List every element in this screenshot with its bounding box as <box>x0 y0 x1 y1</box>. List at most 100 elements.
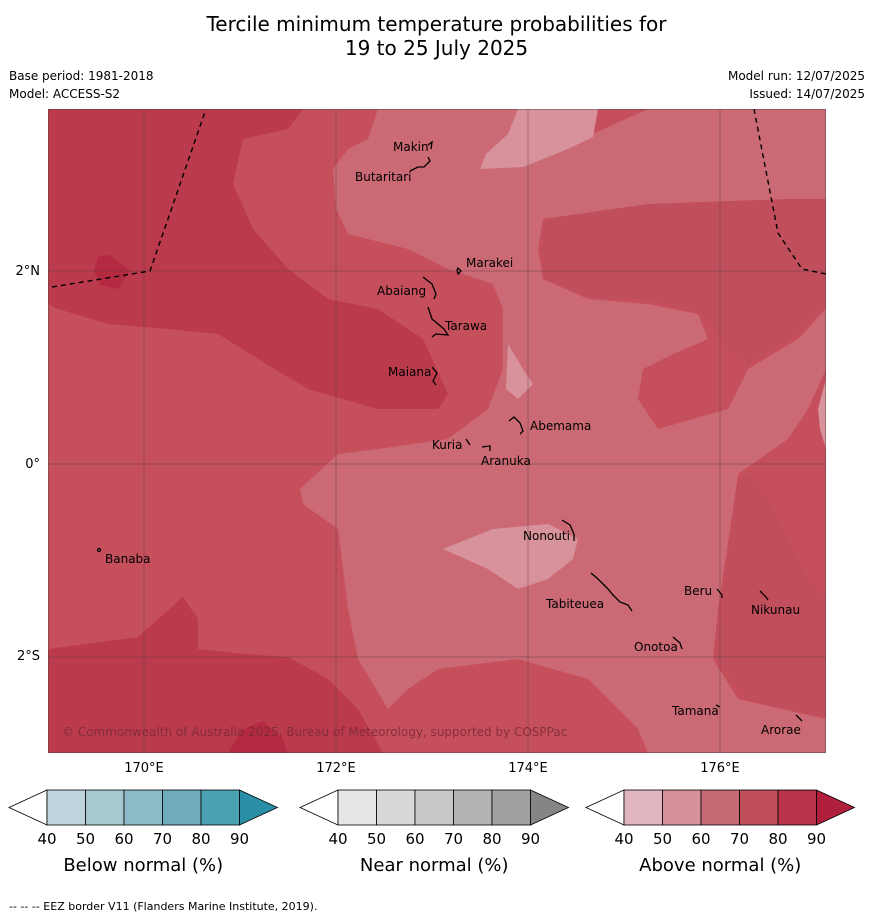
region-60-70-central <box>300 109 826 753</box>
colorbar-tick-label: 40 <box>37 830 56 848</box>
label-nikunau: Nikunau <box>751 603 800 617</box>
island-maiana <box>431 366 438 386</box>
eez-footnote: -- -- -- EEZ border V11 (Flanders Marine… <box>9 900 318 913</box>
meta-left: Base period: 1981-2018 Model: ACCESS-S2 <box>9 67 154 103</box>
colorbar-min-extension <box>8 789 48 826</box>
island-nikunau <box>759 590 769 601</box>
island-aranuka <box>481 445 491 451</box>
islands <box>96 140 803 722</box>
region-90-plus-small <box>94 255 130 289</box>
colorbar-segment <box>777 789 817 826</box>
label-makin: Makin <box>393 140 429 154</box>
island-banaba <box>96 547 102 553</box>
colorbar-tick-label: 90 <box>521 830 540 848</box>
colorbar-title: Above normal (%) <box>639 855 801 876</box>
colorbar-segment <box>623 789 663 826</box>
colorbar-tick-label: 70 <box>730 830 749 848</box>
lon-label-174e: 174°E <box>508 761 548 776</box>
lon-label-170e: 170°E <box>124 761 164 776</box>
base-period: Base period: 1981-2018 <box>9 69 154 83</box>
colorbar-segment <box>200 789 240 826</box>
colorbar-segment <box>700 789 740 826</box>
region-50-60-north <box>480 109 598 169</box>
colorbar-title: Near normal (%) <box>360 855 509 876</box>
lat-label-0: 0° <box>25 457 40 472</box>
label-nonouti: Nonouti <box>523 529 570 543</box>
region-70-80-southeast <box>716 475 826 717</box>
island-arorae <box>795 714 803 722</box>
chart-title: Tercile minimum temperature probabilitie… <box>0 12 873 60</box>
lat-label-2s: 2°S <box>16 649 40 664</box>
label-butaritari: Butaritari <box>355 170 412 184</box>
colorbar-tick-label: 60 <box>405 830 424 848</box>
colorbar-max-extension <box>239 789 279 826</box>
label-tabiteuea: Tabiteuea <box>545 597 604 611</box>
island-nonouti <box>561 519 575 541</box>
island-tamana <box>715 704 721 708</box>
colorbar-tick-label: 70 <box>153 830 172 848</box>
meta-right: Model run: 12/07/2025 Issued: 14/07/2025 <box>728 67 865 103</box>
region-80-90-southwest <box>48 597 383 753</box>
colorbar-segment <box>337 789 377 826</box>
region-50-60-east <box>818 379 826 449</box>
colorbar-tick-label: 40 <box>328 830 347 848</box>
colorbar-tick-label: 60 <box>691 830 710 848</box>
colorbar-tick-label: 50 <box>76 830 95 848</box>
colorbar-segment <box>739 789 779 826</box>
colorbar-above-normal: 40 50 60 70 80 90 Above normal (%) <box>585 789 856 876</box>
island-beru <box>716 588 723 598</box>
label-onotoa: Onotoa <box>634 640 678 654</box>
colorbar-segment <box>662 789 702 826</box>
colorbar-tick-label: 50 <box>653 830 672 848</box>
colorbar-segment <box>46 789 86 826</box>
label-maiana: Maiana <box>388 365 431 379</box>
colorbars: 40 50 60 70 80 90 Below normal (%) 40 50 60 70 80 9… <box>8 789 856 876</box>
colorbar-max-extension <box>816 789 856 826</box>
graticule <box>48 109 826 753</box>
island-kuria <box>465 438 471 446</box>
colorbar-min-extension <box>585 789 625 826</box>
probability-map: Makin Butaritari Marakei Abaiang Tarawa … <box>48 109 826 753</box>
label-abemama: Abemama <box>530 419 591 433</box>
colorbar-below-normal: 40 50 60 70 80 90 Below normal (%) <box>8 789 279 876</box>
colorbar-near-normal: 40 50 60 70 80 90 Near normal (%) <box>299 789 570 876</box>
label-marakei: Marakei <box>466 256 513 270</box>
colorbar-max-extension <box>530 789 570 826</box>
colorbar-tick-label: 70 <box>444 830 463 848</box>
label-kuria: Kuria <box>432 438 463 452</box>
lat-label-2n: 2°N <box>15 264 41 279</box>
island-makin <box>427 140 433 150</box>
colorbar-segment <box>453 789 493 826</box>
colorbar-segment <box>414 789 454 826</box>
label-banaba: Banaba <box>105 552 151 566</box>
island-marakei <box>456 266 462 276</box>
issued-date: Issued: 14/07/2025 <box>749 87 865 101</box>
colorbar-tick-label: 90 <box>230 830 249 848</box>
colorbar-title: Below normal (%) <box>63 855 223 876</box>
region-50-60-central <box>506 344 533 399</box>
label-tamana: Tamana <box>671 704 719 718</box>
colorbar-tick-label: 90 <box>807 830 826 848</box>
model-name: Model: ACCESS-S2 <box>9 87 121 101</box>
label-arorae: Arorae <box>761 723 801 737</box>
region-70-80-east <box>543 199 826 364</box>
lon-label-176e: 176°E <box>700 761 740 776</box>
model-run: Model run: 12/07/2025 <box>727 69 865 83</box>
colorbar-segment <box>123 789 163 826</box>
colorbar-tick-label: 50 <box>367 830 386 848</box>
region-90-plus-south <box>228 721 288 753</box>
region-50-60-south <box>443 524 578 589</box>
colorbar-segment <box>162 789 202 826</box>
colorbar-segment <box>85 789 125 826</box>
island-tabiteuea <box>590 572 633 612</box>
lon-label-172e: 172°E <box>316 761 356 776</box>
colorbar-segment <box>491 789 531 826</box>
island-butaritari <box>409 156 431 172</box>
copyright-notice: © Commonwealth of Australia 2025, Bureau… <box>62 725 567 739</box>
title-line-1: Tercile minimum temperature probabilitie… <box>206 12 667 36</box>
title-line-2: 19 to 25 July 2025 <box>344 36 529 60</box>
island-tarawa <box>427 306 450 338</box>
place-labels: Makin Butaritari Marakei Abaiang Tarawa … <box>105 140 801 737</box>
island-abaiang <box>422 276 437 300</box>
colorbar-min-extension <box>299 789 339 826</box>
